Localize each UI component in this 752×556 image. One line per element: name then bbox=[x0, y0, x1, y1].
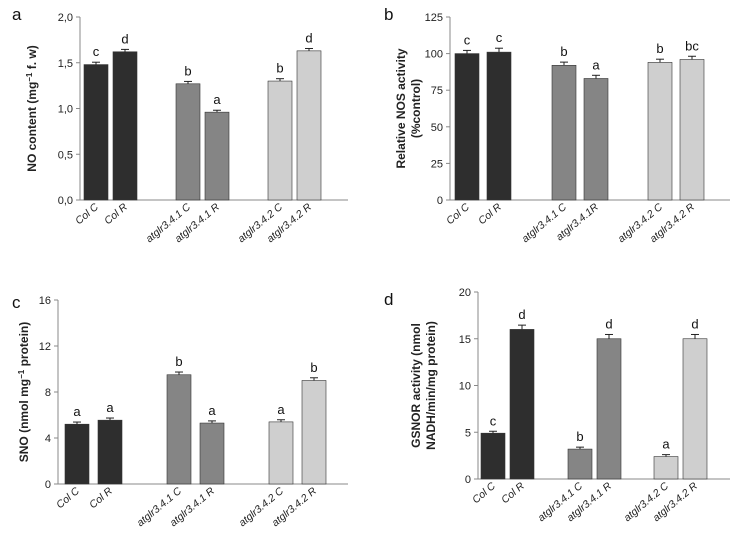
significance-letter: b bbox=[276, 61, 283, 76]
y-tick-label: 50 bbox=[431, 122, 443, 134]
x-tick-label: Col R bbox=[476, 201, 504, 227]
significance-letter: b bbox=[560, 44, 567, 59]
bar bbox=[583, 78, 609, 201]
bar bbox=[301, 380, 327, 485]
x-tick-label: Col C bbox=[54, 485, 82, 511]
significance-letter: a bbox=[213, 92, 221, 107]
bar bbox=[653, 456, 679, 480]
y-axis-label: NO content (mg−1 f. w) bbox=[25, 45, 40, 171]
significance-letter: c bbox=[490, 413, 497, 428]
significance-letter: a bbox=[277, 402, 285, 417]
panel-label: a bbox=[12, 5, 22, 24]
significance-letter: c bbox=[93, 44, 100, 59]
bar bbox=[83, 64, 109, 201]
significance-letter: bc bbox=[685, 38, 699, 53]
y-tick-label: 12 bbox=[39, 341, 51, 353]
y-tick-label: 20 bbox=[459, 287, 471, 299]
bar bbox=[97, 419, 123, 485]
significance-letter: d bbox=[305, 30, 312, 45]
significance-letter: d bbox=[691, 316, 698, 331]
significance-letter: b bbox=[184, 63, 191, 78]
bar bbox=[204, 111, 230, 201]
bar bbox=[268, 421, 294, 485]
bar bbox=[567, 448, 593, 480]
significance-letter: a bbox=[106, 400, 114, 415]
chart-panel-c: c 0 4 8 12 16 SNO (nmol mg−1 protein) a Col C a Co… bbox=[12, 293, 348, 529]
bar bbox=[682, 338, 708, 480]
bar bbox=[267, 80, 293, 201]
bar bbox=[112, 51, 138, 201]
x-tick-label: Col R bbox=[499, 480, 527, 506]
bar bbox=[679, 59, 705, 201]
y-axis-label-line: Relative NOS activity bbox=[394, 48, 408, 168]
chart-panel-b: b 0 25 50 75 100 125 Relative NOS activity (%con… bbox=[384, 5, 730, 245]
x-tick-label: Col C bbox=[444, 201, 472, 227]
chart-panel-a: a 0,0 0,5 1,0 1,5 2,0 NO content (mg−1 f. w) c C… bbox=[12, 5, 348, 245]
significance-letter: d bbox=[121, 31, 128, 46]
significance-letter: b bbox=[175, 354, 182, 369]
panel-label: b bbox=[384, 5, 393, 24]
y-axis-label: SNO (nmol mg−1 protein) bbox=[17, 322, 32, 462]
chart-panel-d: d 0 5 10 15 20 GSNOR activity (nmol NADH/min/mg… bbox=[384, 287, 730, 524]
x-tick-label: Col R bbox=[87, 485, 115, 511]
y-tick-label: 15 bbox=[459, 334, 471, 346]
bar bbox=[175, 83, 201, 201]
significance-letter: a bbox=[208, 403, 216, 418]
significance-letter: b bbox=[310, 360, 317, 375]
y-tick-label: 8 bbox=[45, 387, 51, 399]
significance-letter: c bbox=[496, 30, 503, 45]
y-tick-label: 5 bbox=[465, 427, 471, 439]
y-tick-label: 0 bbox=[465, 474, 471, 486]
bar bbox=[64, 423, 90, 485]
significance-letter: a bbox=[662, 437, 670, 452]
bar bbox=[509, 329, 535, 480]
y-tick-label: 2,0 bbox=[58, 12, 73, 24]
significance-letter: a bbox=[73, 404, 81, 419]
y-tick-label: 0 bbox=[437, 195, 443, 207]
y-axis-label-line: GSNOR activity (nmol bbox=[409, 323, 423, 448]
bar bbox=[486, 51, 512, 201]
y-tick-label: 75 bbox=[431, 85, 443, 97]
y-tick-label: 10 bbox=[459, 381, 471, 393]
bar bbox=[296, 50, 322, 201]
x-tick-label: Col C bbox=[73, 201, 101, 227]
y-axis-label-line: (%control) bbox=[409, 79, 423, 138]
significance-letter: b bbox=[576, 429, 583, 444]
bar bbox=[647, 62, 673, 201]
y-tick-label: 16 bbox=[39, 295, 51, 307]
significance-letter: c bbox=[464, 32, 471, 47]
x-tick-label: Col C bbox=[470, 480, 498, 506]
bar bbox=[551, 65, 577, 201]
y-tick-label: 0,0 bbox=[58, 195, 73, 207]
y-tick-label: 1,5 bbox=[58, 58, 73, 70]
bar bbox=[596, 338, 622, 480]
y-tick-label: 125 bbox=[425, 12, 443, 24]
y-tick-label: 4 bbox=[45, 433, 51, 445]
y-tick-label: 1,0 bbox=[58, 104, 73, 116]
y-axis-label-line: NADH/min/mg protein) bbox=[424, 321, 438, 450]
bar bbox=[199, 422, 225, 485]
y-tick-label: 25 bbox=[431, 158, 443, 170]
y-tick-label: 0,5 bbox=[58, 149, 73, 161]
x-tick-label: Col R bbox=[102, 201, 130, 227]
significance-letter: d bbox=[605, 316, 612, 331]
panel-label: d bbox=[384, 290, 393, 309]
bar bbox=[480, 432, 506, 480]
significance-letter: d bbox=[518, 307, 525, 322]
bar bbox=[454, 53, 480, 201]
y-tick-label: 0 bbox=[45, 479, 51, 491]
y-tick-label: 100 bbox=[425, 49, 443, 61]
panel-label: c bbox=[12, 293, 21, 312]
bar bbox=[166, 374, 192, 485]
significance-letter: b bbox=[656, 41, 663, 56]
significance-letter: a bbox=[592, 57, 600, 72]
